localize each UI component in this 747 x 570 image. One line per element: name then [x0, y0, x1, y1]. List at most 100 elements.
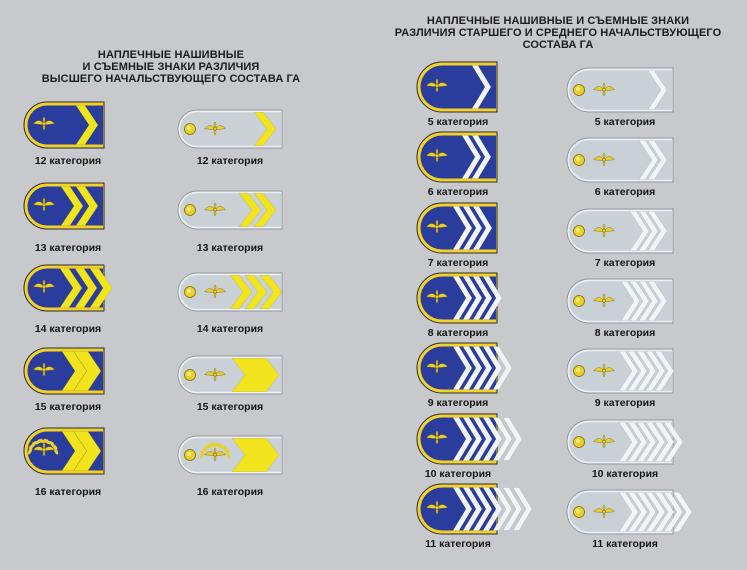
chevron-stripe	[471, 65, 492, 109]
chevron-stripe	[482, 487, 503, 531]
heading-senior-staff: НАПЛЕЧНЫЕ НАШИВНЫЕ И СЪЕМНЫЕ ЗНАКИ РАЗЛИ…	[392, 15, 724, 51]
chevron-stripe	[61, 351, 102, 391]
sewn-shoulder-board	[416, 61, 498, 113]
winged-propeller-emblem-icon	[204, 284, 226, 299]
chevron-stripe	[462, 276, 483, 320]
winged-propeller-emblem-icon	[425, 500, 449, 514]
chevron-stripe	[75, 105, 99, 145]
category-caption: 16 категория	[34, 486, 102, 498]
category-caption: 11 категория	[592, 537, 658, 550]
chevron-stripe	[647, 140, 668, 181]
removable-shoulder-board	[177, 355, 283, 395]
sewn-shoulder-board	[416, 131, 498, 183]
winged-propeller-emblem-icon	[593, 293, 615, 307]
chevron-stripe	[645, 351, 666, 392]
chevron-stripe	[482, 346, 503, 390]
chevron-stripe	[75, 186, 99, 226]
category-caption: 15 категория	[34, 401, 102, 413]
chevron-stripe	[482, 276, 503, 320]
chevron-stripe	[636, 421, 657, 462]
chevron-stripe	[61, 431, 102, 471]
shoulder-button-icon	[573, 365, 585, 378]
category-caption: 16 категория	[196, 486, 264, 498]
sewn-shoulder-board	[23, 101, 105, 149]
chevron-stripe	[462, 346, 483, 390]
sewn-shoulder-board	[23, 264, 113, 312]
winged-propeller-emblem-icon	[32, 279, 56, 294]
chevron-stripe	[452, 205, 473, 250]
removable-shoulder-board	[177, 435, 283, 475]
winged-propeller-emblem-icon	[32, 362, 56, 377]
category-caption: 13 категория	[34, 242, 102, 254]
chevron-stripe	[654, 351, 675, 392]
winged-propeller-emblem-icon	[593, 153, 615, 167]
removable-shoulder-board	[177, 190, 283, 230]
chevron-stripe	[492, 487, 513, 531]
winged-propeller-emblem-icon	[204, 202, 226, 217]
heading-line: СОСТАВА ГА	[522, 39, 594, 51]
removable-shoulder-board	[566, 348, 675, 394]
shoulder-button-icon	[573, 224, 585, 237]
chevron-stripe	[60, 186, 84, 226]
chevron-stripe	[512, 487, 533, 531]
removable-shoulder-board	[177, 109, 283, 149]
chevron-stripe	[472, 346, 493, 390]
chevron-stripe	[472, 487, 493, 531]
chevron-stripe	[629, 280, 650, 321]
chevron-stripe	[472, 276, 493, 320]
sewn-shoulder-board	[416, 342, 513, 394]
chevron-stripe	[452, 487, 473, 531]
removable-shoulder-board	[566, 489, 693, 535]
winged-propeller-emblem-icon	[593, 504, 615, 518]
laurel-wreath-icon	[199, 442, 231, 459]
chevron-stripe	[647, 280, 668, 321]
removable-shoulder-board	[177, 272, 283, 312]
sewn-shoulder-board	[23, 182, 105, 230]
chevron-stripe	[663, 421, 684, 462]
chevron-stripe	[229, 274, 253, 310]
chevron-stripe	[627, 421, 648, 462]
chevron-stripe	[231, 437, 280, 473]
winged-propeller-emblem-icon	[593, 223, 615, 237]
winged-propeller-emblem-icon	[593, 82, 615, 97]
chevron-stripe	[472, 205, 493, 250]
chevron-stripe	[647, 69, 668, 111]
category-caption: 13 категория	[196, 242, 264, 254]
removable-shoulder-board	[566, 67, 674, 113]
chevron-stripe	[636, 351, 657, 392]
chevron-stripe	[238, 192, 262, 228]
shoulder-button-icon	[573, 294, 585, 307]
chevron-stripe	[618, 421, 639, 462]
shoulder-button-icon	[184, 369, 196, 381]
chevron-stripe	[462, 416, 483, 461]
winged-propeller-emblem-icon	[593, 434, 615, 448]
chevron-stripe	[645, 421, 666, 462]
category-caption: 11 категория	[425, 537, 491, 550]
category-caption: 9 категория	[594, 397, 656, 410]
sewn-shoulder-board	[23, 347, 105, 395]
chevron-stripe	[502, 416, 523, 461]
heading-line: НАПЛЕЧНЫЕ НАШИВНЫЕ И СЪЕМНЫЕ ЗНАКИ	[426, 15, 690, 27]
chevron-stripe	[663, 491, 684, 532]
chevron-stripe	[654, 421, 675, 462]
category-caption: 5 категория	[427, 116, 489, 128]
chevron-stripe	[502, 487, 523, 531]
chevron-stripe	[627, 491, 648, 532]
category-caption: 10 категория	[591, 467, 659, 480]
chevron-stripe	[620, 280, 641, 321]
chevron-stripe	[471, 135, 492, 180]
winged-propeller-emblem-icon	[593, 363, 615, 378]
chevron-stripe	[672, 491, 693, 532]
chevron-stripe	[452, 276, 473, 320]
chevron-stripe	[472, 416, 493, 461]
chevron-stripe	[482, 416, 503, 461]
chevron-stripe	[253, 111, 277, 147]
heading-line: НАПЛЕЧНЫЕ НАШИВНЫЕ	[97, 49, 245, 61]
chevron-stripe	[618, 351, 639, 392]
removable-shoulder-board	[566, 419, 684, 464]
category-caption: 9 категория	[427, 397, 489, 410]
category-caption: 15 категория	[196, 401, 264, 413]
winged-propeller-emblem-icon	[32, 116, 56, 131]
winged-propeller-emblem-icon	[425, 78, 449, 93]
chevron-stripe	[462, 487, 483, 531]
